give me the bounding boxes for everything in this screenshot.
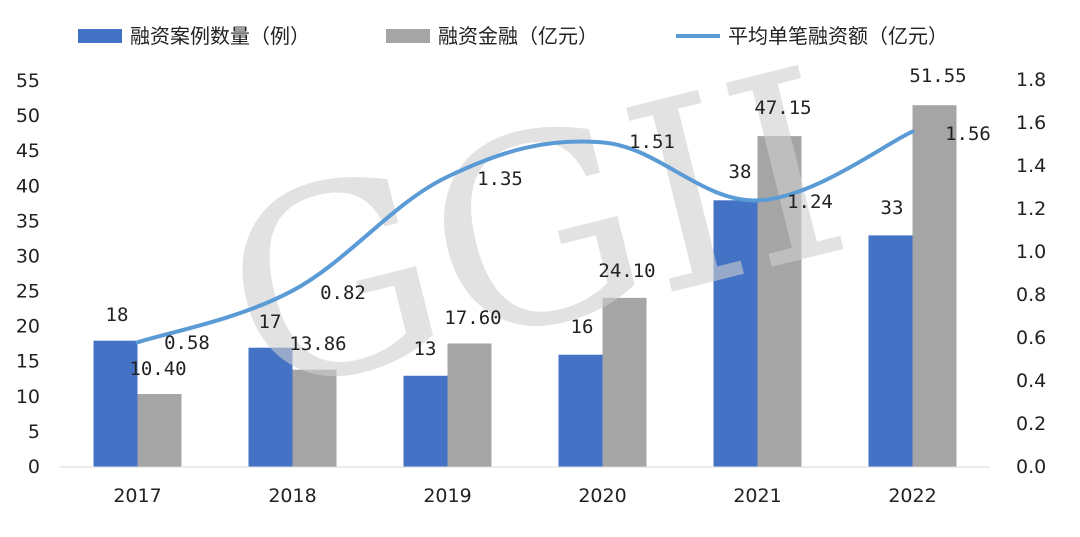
y-left-tick-label: 0 bbox=[28, 456, 40, 478]
y-right-tick-label: 1.8 bbox=[1016, 69, 1046, 91]
data-label-avg-financing: 0.58 bbox=[164, 332, 210, 354]
bar-financing-amount bbox=[137, 394, 182, 467]
data-label-financing-amount: 47.15 bbox=[754, 97, 811, 119]
y-left-tick-label: 30 bbox=[16, 245, 40, 267]
y-left-tick-label: 35 bbox=[16, 210, 40, 232]
data-label-case-count: 33 bbox=[881, 197, 904, 219]
data-label-financing-amount: 24.10 bbox=[598, 260, 655, 282]
bar-financing-amount bbox=[912, 105, 957, 467]
bar-case-count bbox=[93, 340, 138, 467]
data-label-financing-amount: 51.55 bbox=[909, 65, 966, 87]
x-tick-label: 2022 bbox=[888, 485, 936, 507]
bar-case-count bbox=[868, 235, 913, 467]
legend-swatch bbox=[78, 29, 122, 43]
y-right-tick-label: 0.0 bbox=[1016, 456, 1046, 478]
data-label-avg-financing: 1.56 bbox=[945, 123, 991, 145]
legend-label: 平均单笔融资额（亿元） bbox=[728, 24, 948, 48]
y-left-axis: 0 5 10 15 20 25 30 35 40 45 50 55 bbox=[16, 70, 40, 478]
legend-swatch bbox=[386, 29, 430, 43]
data-label-case-count: 17 bbox=[259, 311, 282, 333]
data-label-financing-amount: 10.40 bbox=[129, 358, 186, 380]
x-tick-label: 2019 bbox=[423, 485, 471, 507]
x-tick-label: 2017 bbox=[113, 485, 161, 507]
y-left-tick-label: 25 bbox=[16, 281, 40, 303]
x-tick-label: 2018 bbox=[268, 485, 316, 507]
y-right-tick-label: 0.8 bbox=[1016, 284, 1046, 306]
bar-financing-amount bbox=[447, 343, 492, 467]
data-label-avg-financing: 1.24 bbox=[787, 191, 833, 213]
line-series bbox=[135, 129, 915, 345]
data-label-case-count: 13 bbox=[414, 338, 437, 360]
x-axis: 2017 2018 2019 2020 2021 2022 bbox=[113, 485, 936, 507]
x-tick-label: 2020 bbox=[578, 485, 626, 507]
y-left-tick-label: 15 bbox=[16, 351, 40, 373]
y-left-tick-label: 40 bbox=[16, 175, 40, 197]
y-left-tick-label: 50 bbox=[16, 105, 40, 127]
data-label-avg-financing: 1.51 bbox=[629, 131, 675, 153]
y-right-tick-label: 0.6 bbox=[1016, 327, 1046, 349]
y-left-tick-label: 45 bbox=[16, 140, 40, 162]
data-label-financing-amount: 13.86 bbox=[289, 333, 346, 355]
bar-case-count bbox=[558, 354, 603, 467]
legend-label: 融资案例数量（例） bbox=[130, 24, 310, 48]
data-label-case-count: 18 bbox=[106, 304, 129, 326]
bar-case-count bbox=[248, 347, 293, 467]
bar-financing-amount bbox=[292, 369, 337, 467]
data-label-case-count: 38 bbox=[729, 161, 752, 183]
data-label-case-count: 16 bbox=[571, 316, 594, 338]
bars bbox=[93, 105, 957, 468]
data-label-financing-amount: 17.60 bbox=[444, 307, 501, 329]
y-right-tick-label: 0.4 bbox=[1016, 370, 1046, 392]
y-right-tick-label: 1.6 bbox=[1016, 112, 1046, 134]
legend-label: 融资金融（亿元） bbox=[438, 24, 598, 48]
y-left-tick-label: 5 bbox=[28, 421, 40, 443]
y-right-axis: 0.0 0.2 0.4 0.6 0.8 1.0 1.2 1.4 1.6 1.8 bbox=[1016, 69, 1046, 478]
line-avg-financing bbox=[135, 129, 915, 345]
y-right-tick-label: 1.0 bbox=[1016, 241, 1046, 263]
bar-case-count bbox=[403, 375, 448, 467]
x-tick-label: 2021 bbox=[733, 485, 781, 507]
data-label-avg-financing: 1.35 bbox=[477, 168, 523, 190]
y-right-tick-label: 0.2 bbox=[1016, 413, 1046, 435]
y-right-tick-label: 1.4 bbox=[1016, 155, 1046, 177]
y-right-tick-label: 1.2 bbox=[1016, 198, 1046, 220]
legend: 融资案例数量（例） 融资金融（亿元） 平均单笔融资额（亿元） bbox=[78, 24, 948, 48]
data-labels: 18 17 13 16 38 33 10.40 13.86 17.60 24.10 47.15 51.… bbox=[106, 65, 991, 380]
y-left-tick-label: 10 bbox=[16, 386, 40, 408]
bar-case-count bbox=[713, 200, 758, 468]
y-left-tick-label: 20 bbox=[16, 316, 40, 338]
data-label-avg-financing: 0.82 bbox=[320, 282, 366, 304]
y-left-tick-label: 55 bbox=[16, 70, 40, 92]
bar-financing-amount bbox=[602, 297, 647, 467]
